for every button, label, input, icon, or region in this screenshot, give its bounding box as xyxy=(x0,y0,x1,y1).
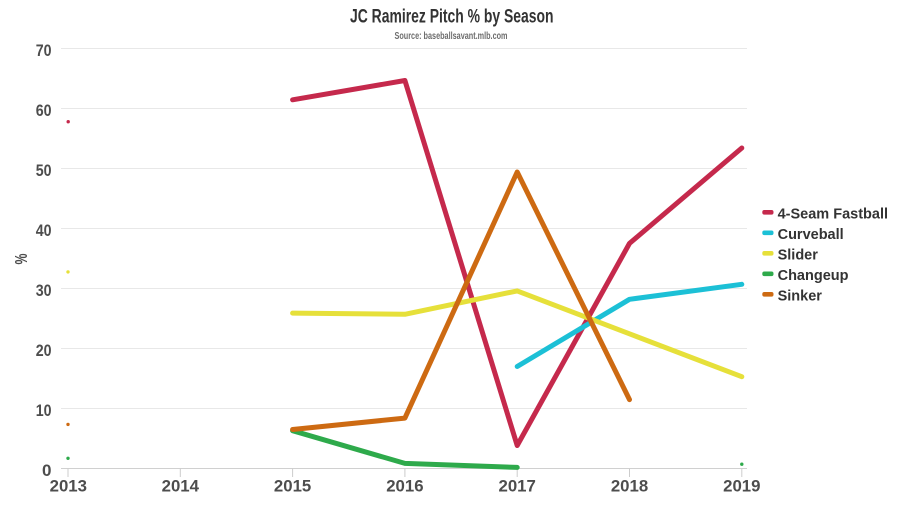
svg-text:Source: baseballsavant.mlb.com: Source: baseballsavant.mlb.com xyxy=(395,31,508,42)
svg-text:2015: 2015 xyxy=(274,477,311,496)
svg-text:2018: 2018 xyxy=(611,477,648,496)
svg-text:0: 0 xyxy=(42,461,51,480)
svg-text:2014: 2014 xyxy=(162,477,200,496)
svg-text:Slider: Slider xyxy=(778,247,819,263)
svg-text:60: 60 xyxy=(36,101,52,120)
svg-text:4-Seam Fastball: 4-Seam Fastball xyxy=(778,206,888,222)
svg-text:2013: 2013 xyxy=(50,477,87,496)
svg-text:JC Ramirez Pitch % by Season: JC Ramirez Pitch % by Season xyxy=(350,6,554,27)
svg-text:%: % xyxy=(11,253,31,264)
svg-text:2016: 2016 xyxy=(386,477,423,496)
svg-text:Sinker: Sinker xyxy=(778,288,823,304)
svg-text:20: 20 xyxy=(36,341,52,360)
svg-text:Curveball: Curveball xyxy=(778,227,844,243)
svg-text:50: 50 xyxy=(36,161,52,180)
svg-text:30: 30 xyxy=(36,281,52,300)
svg-text:10: 10 xyxy=(36,401,52,420)
svg-text:40: 40 xyxy=(36,221,52,240)
svg-text:2019: 2019 xyxy=(723,477,760,496)
svg-text:Changeup: Changeup xyxy=(778,268,849,284)
svg-text:2017: 2017 xyxy=(499,477,536,496)
svg-text:70: 70 xyxy=(36,41,52,60)
